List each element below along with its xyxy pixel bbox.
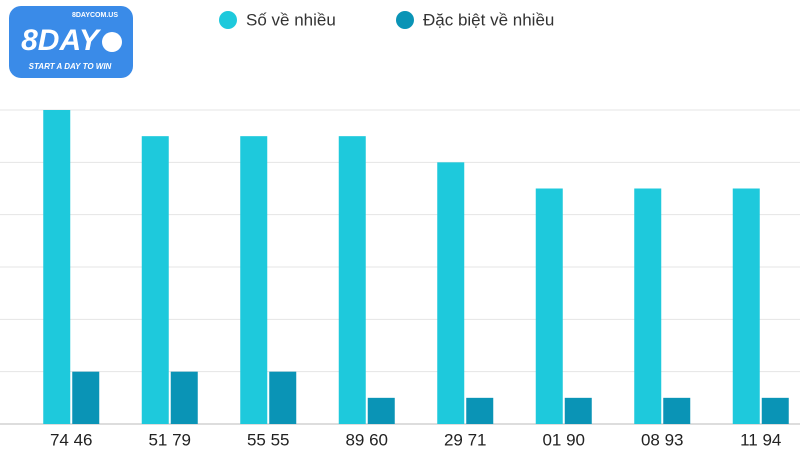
legend-label: Số về nhiều: [246, 10, 336, 29]
x-tick-label: 51 79: [148, 430, 191, 449]
bar: [535, 188, 563, 424]
bar: [466, 397, 494, 424]
bar: [663, 397, 691, 424]
bar: [732, 188, 760, 424]
bar: [437, 162, 465, 425]
x-tick-label: 55 55: [247, 430, 290, 449]
bar: [72, 371, 100, 424]
x-tick-label: 08 93: [641, 430, 684, 449]
bar: [338, 136, 366, 424]
x-tick-label: 29 71: [444, 430, 487, 449]
logo-ball: [102, 32, 122, 52]
logo-name: 8DAY: [21, 24, 102, 57]
legend-swatch: [219, 11, 237, 29]
x-tick-label: 74 46: [50, 430, 93, 449]
legend-label: Đặc biệt về nhiều: [423, 10, 554, 29]
x-tick-label: 11 94: [740, 430, 781, 449]
x-tick-label: 89 60: [345, 430, 388, 449]
x-tick-label: 01 90: [542, 430, 585, 449]
bar: [240, 136, 268, 424]
bar: [761, 397, 789, 424]
bar: [170, 371, 198, 424]
bar: [43, 110, 71, 424]
bar: [564, 397, 592, 424]
bar: [634, 188, 662, 424]
legend-swatch: [396, 11, 414, 29]
logo-domain: 8DAYCOM.US: [72, 12, 118, 19]
bar: [269, 371, 297, 424]
logo-slogan: START A DAY TO WIN: [29, 62, 112, 71]
logo: 8DAYCOM.US 8DAY START A DAY TO WIN: [9, 6, 133, 78]
bar: [367, 397, 395, 424]
logo-badge: [9, 6, 133, 78]
bar: [141, 136, 169, 424]
